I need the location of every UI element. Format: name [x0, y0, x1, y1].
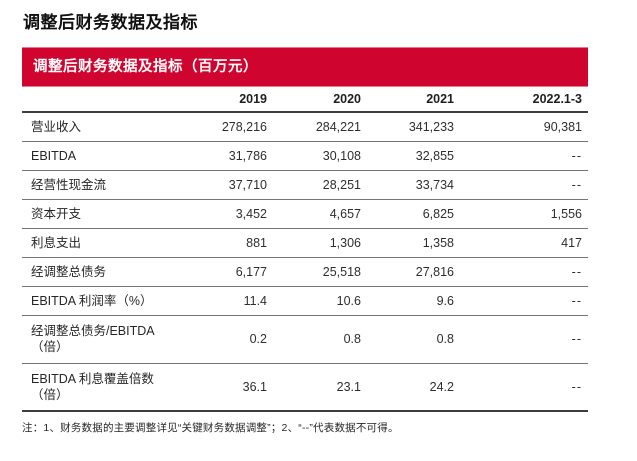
table-row-debt-to-ebitda: 经调整总债务/EBITDA （倍） 0.2 0.8 0.8 --: [22, 314, 588, 363]
row-label: 资本开支: [22, 198, 174, 228]
cell-value: 25,518: [268, 256, 362, 286]
header-period-2022-1-3: 2022.1-3: [455, 87, 588, 113]
row-label: 营业收入: [31, 119, 82, 134]
cell-value: 6,825: [362, 198, 455, 228]
footnote: 注：1、财务数据的主要调整详见“关键财务数据调整”；2、“--”代表数据不可得。: [22, 422, 399, 434]
cell-value: 0.8: [362, 314, 455, 363]
cell-value: --: [455, 285, 588, 315]
header-metric-empty: [22, 87, 174, 113]
cell-value: 0.8: [268, 314, 362, 363]
cell-value: 31,786: [174, 140, 268, 170]
table-row-interest-expense: 利息支出 881 1,306 1,358 417: [22, 227, 588, 257]
row-label: 利息支出: [22, 227, 174, 257]
cell-value: 30,108: [268, 140, 362, 170]
table-row-ebitda: EBITDA 31,786 30,108 32,855 --: [22, 140, 588, 170]
header-year-2019: 2019: [174, 87, 268, 113]
table-title: 调整后财务数据及指标（百万元）: [33, 59, 258, 75]
table-row-revenue: 营业收入 278,216 284,221 341,233 90,381: [22, 112, 588, 141]
cell-value: 23.1: [268, 362, 362, 412]
cell-value: 24.2: [362, 362, 455, 412]
cell-value: 1,306: [268, 227, 362, 257]
cell-value: 6,177: [174, 256, 268, 286]
row-label: EBITDA 利息覆盖倍数 （倍）: [22, 362, 174, 412]
cell-value: 32,855: [362, 140, 455, 170]
table-header-row: 2019 2020 2021 2022.1-3: [22, 87, 588, 113]
cell-value: 90,381: [543, 119, 582, 134]
cell-value: 341,233: [408, 119, 454, 134]
row-label: EBITDA 利润率（%）: [22, 285, 174, 315]
cell-value: --: [455, 140, 588, 170]
table-row-capex: 资本开支 3,452 4,657 6,825 1,556: [22, 198, 588, 228]
table-row-ebitda-interest-coverage: EBITDA 利息覆盖倍数 （倍） 36.1 23.1 24.2 --: [22, 362, 588, 412]
cell-value: 3,452: [174, 198, 268, 228]
cell-value: 10.6: [268, 285, 362, 315]
row-label: 经营性现金流: [22, 169, 174, 199]
row-label: 经调整总债务: [22, 256, 174, 286]
cell-value: 37,710: [174, 169, 268, 199]
cell-value: 1,556: [455, 198, 588, 228]
report-page: 调整后财务数据及指标 调整后财务数据及指标（百万元） 2019 2020 202…: [22, 13, 588, 434]
cell-value: 28,251: [268, 169, 362, 199]
cell-value: 36.1: [174, 362, 268, 412]
cell-value: 417: [455, 227, 588, 257]
table-row-adjusted-total-debt: 经调整总债务 6,177 25,518 27,816 --: [22, 256, 588, 286]
financial-metrics-table: 2019 2020 2021 2022.1-3 营业收入 278,216 284…: [22, 87, 588, 412]
cell-value: 4,657: [268, 198, 362, 228]
cell-value: 11.4: [174, 285, 268, 315]
cell-value: 9.6: [362, 285, 455, 315]
cell-value: 0.2: [174, 314, 268, 363]
header-year-2021: 2021: [362, 87, 455, 113]
cell-value: 33,734: [362, 169, 455, 199]
cell-value: --: [455, 314, 588, 363]
cell-value: --: [455, 169, 588, 199]
cell-value: --: [455, 256, 588, 286]
cell-value: --: [455, 362, 588, 412]
cell-value: 284,221: [315, 119, 361, 134]
row-label: EBITDA: [22, 140, 174, 170]
header-year-2020: 2020: [268, 87, 362, 113]
table-title-banner: 调整后财务数据及指标（百万元）: [22, 47, 588, 87]
cell-value: 27,816: [362, 256, 455, 286]
cell-value: 1,358: [362, 227, 455, 257]
table-row-operating-cash-flow: 经营性现金流 37,710 28,251 33,734 --: [22, 169, 588, 199]
cell-value: 881: [174, 227, 268, 257]
cell-value: 278,216: [221, 119, 267, 134]
page-title: 调整后财务数据及指标: [23, 13, 198, 32]
table-row-ebitda-margin: EBITDA 利润率（%） 11.4 10.6 9.6 --: [22, 285, 588, 315]
row-label: 经调整总债务/EBITDA （倍）: [22, 314, 174, 363]
